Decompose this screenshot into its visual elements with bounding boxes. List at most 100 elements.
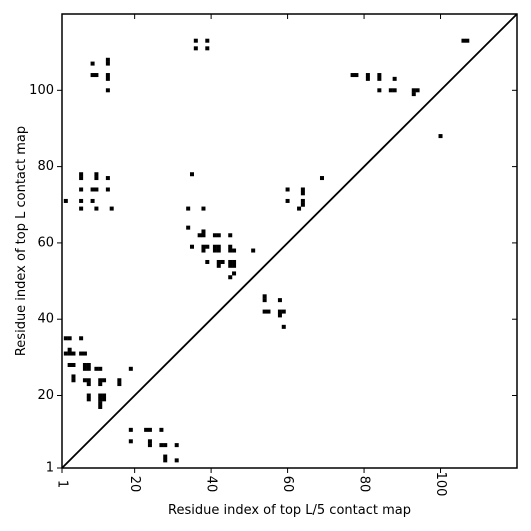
contact-point-top-l5 [262,294,267,299]
x-tick-label: 100 [433,472,448,497]
contact-point-top-l [105,187,110,192]
contact-point-top-l [392,88,397,93]
contact-point-top-l5 [201,248,206,253]
contact-point-top-l5 [212,233,217,238]
contact-point-top-l5 [163,443,168,448]
contact-point-top-l5 [163,454,168,459]
contact-point-top-l5 [63,351,68,356]
contact-point-top-l [365,73,370,78]
contact-point-top-l5 [147,439,152,444]
contact-point-top-l5 [159,443,164,448]
y-axis-label: Residue index of top L contact map [14,126,29,356]
contact-point-top-l5 [98,382,103,387]
contact-point-top-l5 [281,324,286,329]
x-tick-label: 40 [204,476,219,493]
x-tick-label: 20 [127,476,142,493]
contact-point-top-l [94,176,99,181]
contact-point-top-l5 [216,244,221,249]
contact-point-top-l5 [212,244,217,249]
contact-point-top-l5 [82,378,87,383]
contact-point-top-l [79,198,84,203]
contact-point-top-l5 [262,309,267,314]
contact-point-top-l5 [102,378,107,383]
y-tick-label: 100 [29,83,54,98]
contact-point-top-l [285,187,290,192]
contact-point-top-l [105,76,110,81]
contact-point-top-l5 [102,393,107,398]
contact-point-top-l [319,176,324,181]
contact-point-top-l5 [228,244,233,249]
contact-point-top-l5 [86,362,91,367]
contact-point-top-l5 [205,259,210,264]
diagonal-line [61,13,518,469]
contact-point-top-l [297,206,302,211]
contact-point-top-l5 [82,366,87,371]
contact-point-top-l [90,198,95,203]
contact-point-top-l5 [98,378,103,383]
contact-point-top-l5 [86,393,91,398]
contact-point-top-l [461,38,466,43]
y-tick-label: 1 [46,461,54,476]
contact-point-top-l5 [67,351,72,356]
contact-point-top-l [79,206,84,211]
contact-point-top-l5 [174,458,179,463]
y-axis-ticks: 1 20 40 60 80 100 [29,83,517,476]
contact-point-top-l5 [228,275,233,280]
contact-point-top-l [94,206,99,211]
contact-point-top-l [411,92,416,97]
contact-point-top-l [105,176,110,181]
contact-point-top-l5 [281,309,286,314]
contact-point-top-l5 [82,351,87,356]
contact-point-top-l5 [67,336,72,341]
contact-point-top-l [94,187,99,192]
contact-point-top-l5 [67,362,72,367]
plot-area-frame [61,13,518,469]
contact-point-top-l5 [277,298,282,303]
contact-point-top-l5 [201,233,206,238]
contact-point-top-l5 [98,401,103,406]
contact-point-top-l5 [86,382,91,387]
contact-point-top-l [388,88,393,93]
contact-point-top-l5 [232,259,237,264]
contact-point-top-l5 [117,382,122,387]
contact-point-top-l [392,76,397,81]
x-axis-ticks: 1 20 40 60 80 100 [55,14,448,497]
contact-point-top-l [189,172,194,177]
contact-point-top-l [63,198,68,203]
contact-point-top-l5 [71,378,76,383]
contact-point-top-l [186,206,191,211]
contact-point-top-l5 [98,397,103,402]
contact-point-top-l5 [228,248,233,253]
x-tick-label: 1 [55,480,70,488]
contact-point-top-l5 [205,244,210,249]
contact-point-top-l5 [277,309,282,314]
contact-point-top-l [94,73,99,78]
contact-point-top-l5 [197,233,202,238]
contact-point-top-l5 [128,439,133,444]
y-tick-label: 40 [37,312,54,327]
contact-point-top-l [105,73,110,78]
contact-point-top-l [300,202,305,207]
contact-point-top-l [377,76,382,81]
contact-point-top-l [285,198,290,203]
contact-point-top-l5 [71,374,76,379]
contact-point-top-l [438,134,443,139]
contact-point-top-l [350,73,355,78]
contact-point-top-l5 [216,259,221,264]
contact-point-top-l5 [117,378,122,383]
contact-point-top-l5 [232,248,237,253]
contact-point-top-l5 [71,351,76,356]
contact-point-top-l [105,57,110,62]
contact-point-top-l5 [147,443,152,448]
contact-point-top-l [79,172,84,177]
contact-point-top-l5 [147,427,152,432]
contact-point-top-l [94,172,99,177]
contact-point-top-l5 [216,248,221,253]
contact-point-top-l5 [266,309,271,314]
contact-point-top-l5 [67,347,72,352]
contact-points [63,38,470,463]
contact-point-top-l [377,88,382,93]
contact-point-top-l5 [228,259,233,264]
contact-point-top-l5 [212,248,217,253]
